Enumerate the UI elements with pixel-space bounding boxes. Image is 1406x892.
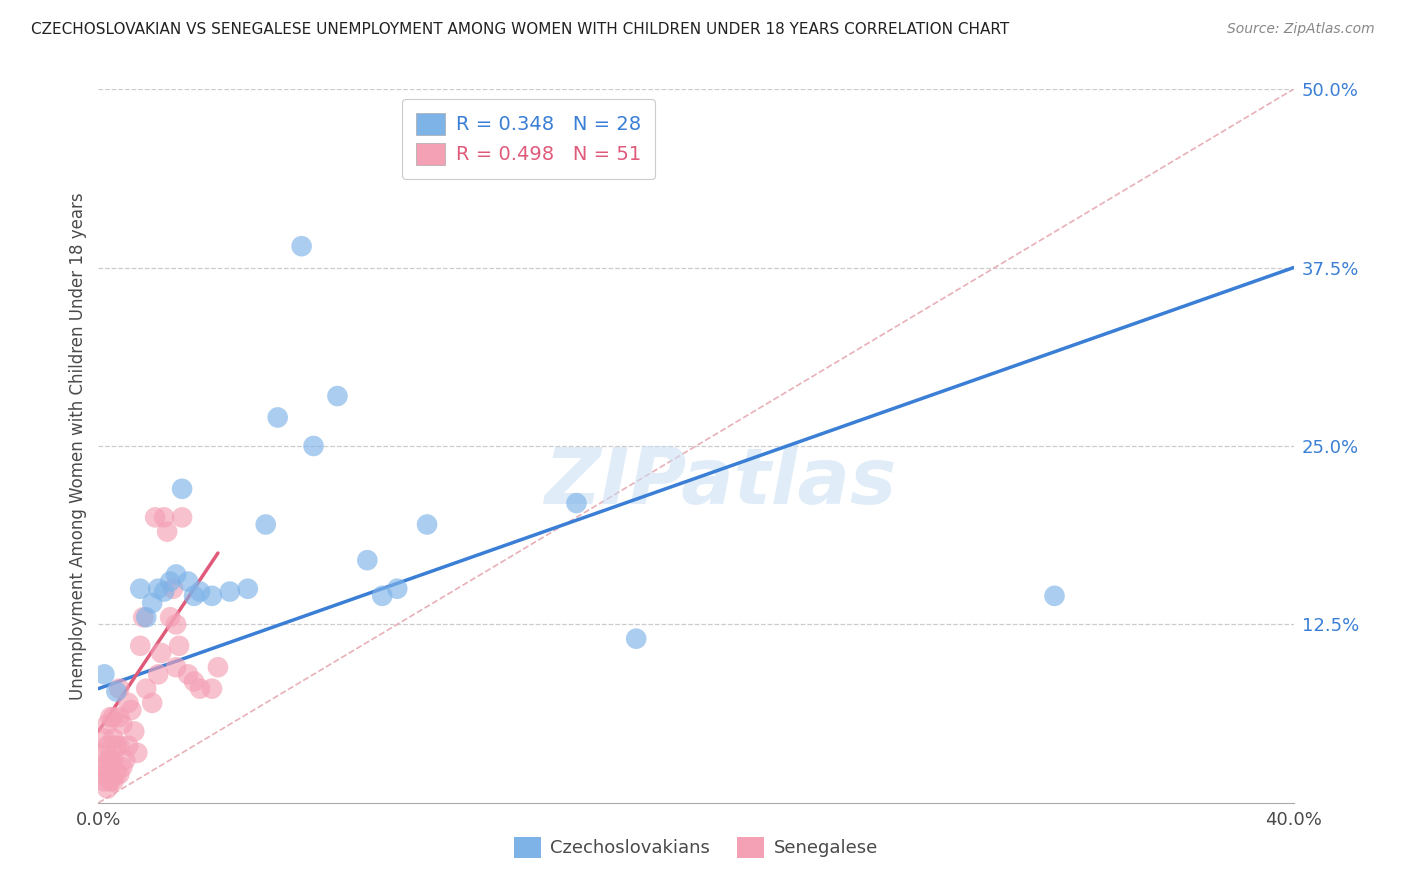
- Point: [172, 482, 194, 496]
- Point: [156, 524, 179, 539]
- Point: [93, 774, 115, 789]
- Point: [129, 582, 152, 596]
- Point: [103, 731, 125, 746]
- Point: [98, 753, 122, 767]
- Point: [183, 674, 205, 689]
- Point: [165, 617, 187, 632]
- Point: [93, 731, 115, 746]
- Point: [626, 632, 648, 646]
- Point: [111, 760, 134, 774]
- Point: [93, 760, 115, 774]
- Point: [108, 739, 131, 753]
- Point: [90, 746, 112, 760]
- Point: [103, 753, 125, 767]
- Point: [150, 646, 173, 660]
- Point: [159, 574, 181, 589]
- Point: [188, 584, 211, 599]
- Point: [93, 667, 115, 681]
- Point: [117, 739, 139, 753]
- Point: [108, 767, 131, 781]
- Point: [416, 517, 439, 532]
- Point: [105, 684, 128, 698]
- Point: [291, 239, 314, 253]
- Point: [565, 496, 588, 510]
- Point: [96, 781, 118, 796]
- Point: [114, 753, 136, 767]
- Point: [207, 660, 229, 674]
- Point: [165, 660, 187, 674]
- Point: [117, 696, 139, 710]
- Point: [201, 589, 224, 603]
- Point: [385, 582, 409, 596]
- Y-axis label: Unemployment Among Women with Children Under 18 years: Unemployment Among Women with Children U…: [69, 192, 87, 700]
- Point: [153, 510, 176, 524]
- Point: [219, 584, 242, 599]
- Point: [124, 724, 146, 739]
- Point: [159, 610, 181, 624]
- Point: [267, 410, 290, 425]
- Point: [105, 767, 128, 781]
- Legend: Czechoslovakians, Senegalese: Czechoslovakians, Senegalese: [508, 830, 884, 865]
- Point: [148, 582, 170, 596]
- Point: [132, 610, 155, 624]
- Point: [326, 389, 349, 403]
- Point: [153, 584, 176, 599]
- Text: ZIPatlas: ZIPatlas: [544, 443, 896, 520]
- Point: [141, 696, 163, 710]
- Point: [96, 753, 118, 767]
- Point: [105, 739, 128, 753]
- Point: [167, 639, 190, 653]
- Point: [172, 510, 194, 524]
- Point: [371, 589, 394, 603]
- Point: [96, 767, 118, 781]
- Point: [111, 717, 134, 731]
- Point: [148, 667, 170, 681]
- Point: [254, 517, 277, 532]
- Point: [103, 710, 125, 724]
- Point: [302, 439, 325, 453]
- Point: [177, 574, 200, 589]
- Point: [162, 582, 184, 596]
- Text: Source: ZipAtlas.com: Source: ZipAtlas.com: [1227, 22, 1375, 37]
- Text: CZECHOSLOVAKIAN VS SENEGALESE UNEMPLOYMENT AMONG WOMEN WITH CHILDREN UNDER 18 YE: CZECHOSLOVAKIAN VS SENEGALESE UNEMPLOYME…: [31, 22, 1010, 37]
- Point: [90, 767, 112, 781]
- Point: [127, 746, 149, 760]
- Point: [141, 596, 163, 610]
- Point: [103, 774, 125, 789]
- Point: [98, 710, 122, 724]
- Point: [135, 610, 157, 624]
- Point: [143, 510, 166, 524]
- Point: [183, 589, 205, 603]
- Point: [356, 553, 378, 567]
- Point: [177, 667, 200, 681]
- Point: [188, 681, 211, 696]
- Point: [108, 710, 131, 724]
- Point: [236, 582, 259, 596]
- Point: [135, 681, 157, 696]
- Point: [96, 717, 118, 731]
- Point: [201, 681, 224, 696]
- Point: [96, 739, 118, 753]
- Point: [129, 639, 152, 653]
- Point: [120, 703, 142, 717]
- Point: [1043, 589, 1066, 603]
- Point: [108, 681, 131, 696]
- Point: [165, 567, 187, 582]
- Point: [98, 774, 122, 789]
